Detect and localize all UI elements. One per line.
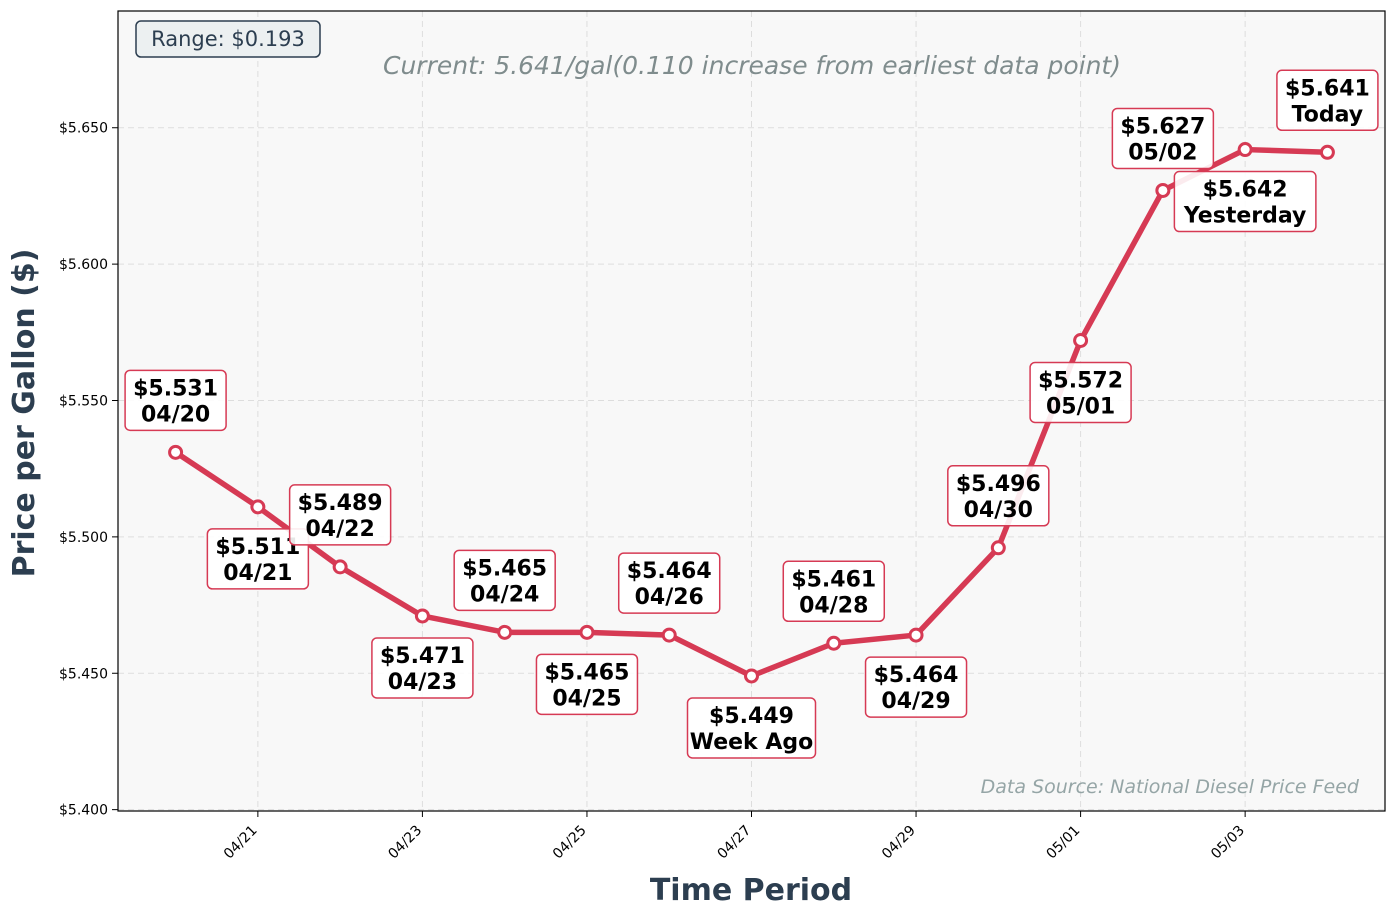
y-axis: $5.400 $5.450 $5.500 $5.550 $5.600 $5.650 — [59, 121, 118, 819]
y-tick-label: $5.550 — [59, 393, 108, 409]
point-label-date: Week Ago — [690, 730, 814, 755]
point-label-date: Today — [1292, 102, 1363, 127]
point-label-box — [206, 528, 310, 590]
point-label-date: 04/26 — [635, 585, 704, 610]
point-label-box — [371, 637, 474, 699]
data-point — [990, 540, 1006, 556]
point-label-box — [864, 656, 968, 718]
point-label-box — [288, 484, 392, 546]
point-label-price: $5.465 — [545, 660, 630, 685]
data-point — [332, 559, 348, 575]
data-point — [497, 624, 513, 640]
point-labels: $5.53104/20$5.51104/21$5.48904/22$5.4710… — [124, 69, 1379, 759]
y-tick-label: $5.500 — [59, 530, 108, 546]
point-label-date: 04/23 — [388, 670, 457, 695]
point-label-price: $5.464 — [627, 559, 712, 584]
data-point — [661, 627, 677, 643]
data-point — [1237, 142, 1253, 158]
data-source-note: Data Source: National Diesel Price Feed — [981, 776, 1360, 798]
data-point — [908, 627, 924, 643]
x-tick-label: 04/21 — [221, 823, 261, 863]
point-label-date: 05/02 — [1128, 140, 1197, 165]
point-label-date: 04/20 — [141, 402, 210, 427]
current-price-note: Current: 5.641/gal(0.110 increase from e… — [383, 51, 1121, 80]
x-tick-label: 04/27 — [714, 823, 754, 863]
x-tick-label: 05/03 — [1208, 823, 1248, 863]
x-tick-label: 05/01 — [1044, 823, 1084, 863]
data-point — [1319, 144, 1335, 160]
point-label-box — [1173, 170, 1317, 233]
data-point — [744, 668, 759, 684]
y-axis-title: Price per Gallon ($) — [7, 249, 42, 578]
x-tick-label: 04/23 — [385, 823, 425, 863]
point-label-price: $5.627 — [1120, 114, 1205, 139]
point-label-box — [453, 549, 556, 612]
data-point — [1155, 182, 1171, 198]
point-label-price: $5.465 — [462, 556, 547, 581]
range-box: Range: $0.193 — [135, 20, 321, 58]
data-point — [414, 608, 430, 624]
data-point — [826, 635, 842, 651]
point-label-box — [124, 369, 227, 432]
point-label-date: 04/25 — [552, 686, 621, 711]
point-label-date: 04/30 — [964, 498, 1033, 523]
y-tick-label: $5.600 — [59, 257, 108, 273]
point-label-box — [1029, 361, 1132, 424]
point-label-date: 04/24 — [470, 582, 539, 607]
point-label-price: $5.531 — [133, 376, 218, 401]
point-label-price: $5.572 — [1038, 368, 1123, 393]
data-point — [579, 624, 595, 640]
point-label-box — [1111, 107, 1215, 170]
x-tick-label: 04/25 — [550, 823, 590, 863]
point-label-date: 05/01 — [1046, 394, 1115, 419]
point-label-box — [535, 653, 639, 716]
point-label-date: 04/28 — [799, 593, 868, 618]
x-tick-label: 04/29 — [879, 823, 919, 863]
point-label-price: $5.511 — [215, 535, 300, 560]
point-label-price: $5.461 — [791, 567, 876, 592]
data-point — [250, 499, 266, 515]
point-label-price: $5.464 — [874, 663, 959, 688]
range-text: Range: $0.193 — [151, 27, 305, 51]
data-point — [1073, 332, 1089, 348]
price-series — [168, 142, 1335, 684]
y-tick-label: $5.650 — [59, 121, 108, 137]
point-label-box — [1276, 69, 1379, 132]
point-label-date: 04/29 — [881, 689, 950, 714]
point-label-price: $5.471 — [380, 644, 465, 669]
y-tick-label: $5.400 — [59, 803, 108, 819]
point-label-date: Yesterday — [1183, 204, 1306, 229]
point-label-box — [686, 697, 817, 759]
point-label-box — [947, 465, 1050, 527]
y-tick-label: $5.450 — [59, 666, 108, 682]
point-label-date: 04/22 — [306, 517, 375, 542]
point-label-box — [782, 560, 886, 623]
point-label-box — [617, 552, 721, 614]
point-label-price: $5.449 — [709, 704, 794, 729]
x-axis-title: Time Period — [650, 873, 852, 908]
data-point — [168, 444, 184, 460]
point-label-price: $5.642 — [1203, 178, 1288, 203]
point-label-price: $5.641 — [1285, 76, 1370, 101]
point-label-price: $5.496 — [956, 472, 1041, 497]
point-label-date: 04/21 — [223, 561, 292, 586]
x-axis: 04/21 04/23 04/25 04/27 04/29 05/01 05/03 — [221, 811, 1248, 862]
point-label-price: $5.489 — [298, 491, 383, 516]
